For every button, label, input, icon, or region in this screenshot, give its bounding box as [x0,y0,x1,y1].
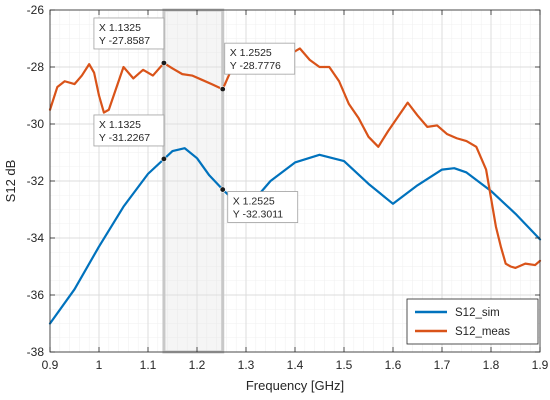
datatip-box [93,17,165,50]
datatip-y-label: Y -28.7776 [230,60,281,72]
x-tick-label: 1.9 [532,358,549,372]
legend-label: S12_sim [455,307,500,319]
datatip-box [93,114,165,147]
y-tick-label: -28 [27,60,45,74]
datatip-x-label: X 1.1325 [99,119,141,131]
y-tick-label: -34 [27,231,45,245]
datatip-marker [160,155,167,162]
datatip-x-label: X 1.1325 [99,22,141,34]
x-tick-label: 1.8 [483,358,500,372]
legend: S12_sim S12_meas [406,298,539,345]
x-tick-label: 1.1 [140,358,157,372]
datatip-marker [219,186,226,193]
y-tick-label: -30 [27,117,45,131]
datatip-marker [219,86,226,93]
legend-box [406,298,539,345]
series-line-s12-meas [48,44,542,270]
x-axis-title: Frequency [GHz] [246,378,344,393]
x-tick-label: 0.9 [42,358,59,372]
highlight-box [162,8,225,354]
x-tick-label: 1.4 [287,358,304,372]
datatip-y-label: Y -31.2267 [99,132,150,144]
datatip-x-label: X 1.2525 [233,196,275,208]
datatip-x-label: X 1.2525 [230,47,272,59]
x-tick-label: 1.2 [189,358,206,372]
y-axis-title: S12 dB [3,160,18,203]
datatip-y-label: Y -27.8587 [99,35,150,47]
y-tick-label: -32 [27,174,45,188]
x-tick-label: 1.6 [385,358,402,372]
y-tick-label: -36 [27,288,45,302]
datatip-box [227,191,299,223]
tick-marks [49,9,541,353]
x-tick-label: 1.5 [336,358,353,372]
y-tick-label: -26 [27,3,45,17]
x-tick-label: 1.7 [434,358,451,372]
datatip-box [224,42,296,75]
y-tick-label: -38 [27,345,45,359]
y-tick-labels: -38 -36 -34 -32 -30 -28 -26 [27,3,45,359]
datatip-marker [160,59,167,66]
highlight-region [162,8,225,354]
x-tick-label: 1 [96,358,103,372]
x-tick-label: 1.3 [238,358,255,372]
legend-label: S12_meas [455,326,510,338]
datatip-y-label: Y -32.3011 [233,209,284,221]
x-tick-labels: 0.9 1 1.1 1.2 1.3 1.4 1.5 1.6 1.7 1.8 1.9 [42,358,549,372]
